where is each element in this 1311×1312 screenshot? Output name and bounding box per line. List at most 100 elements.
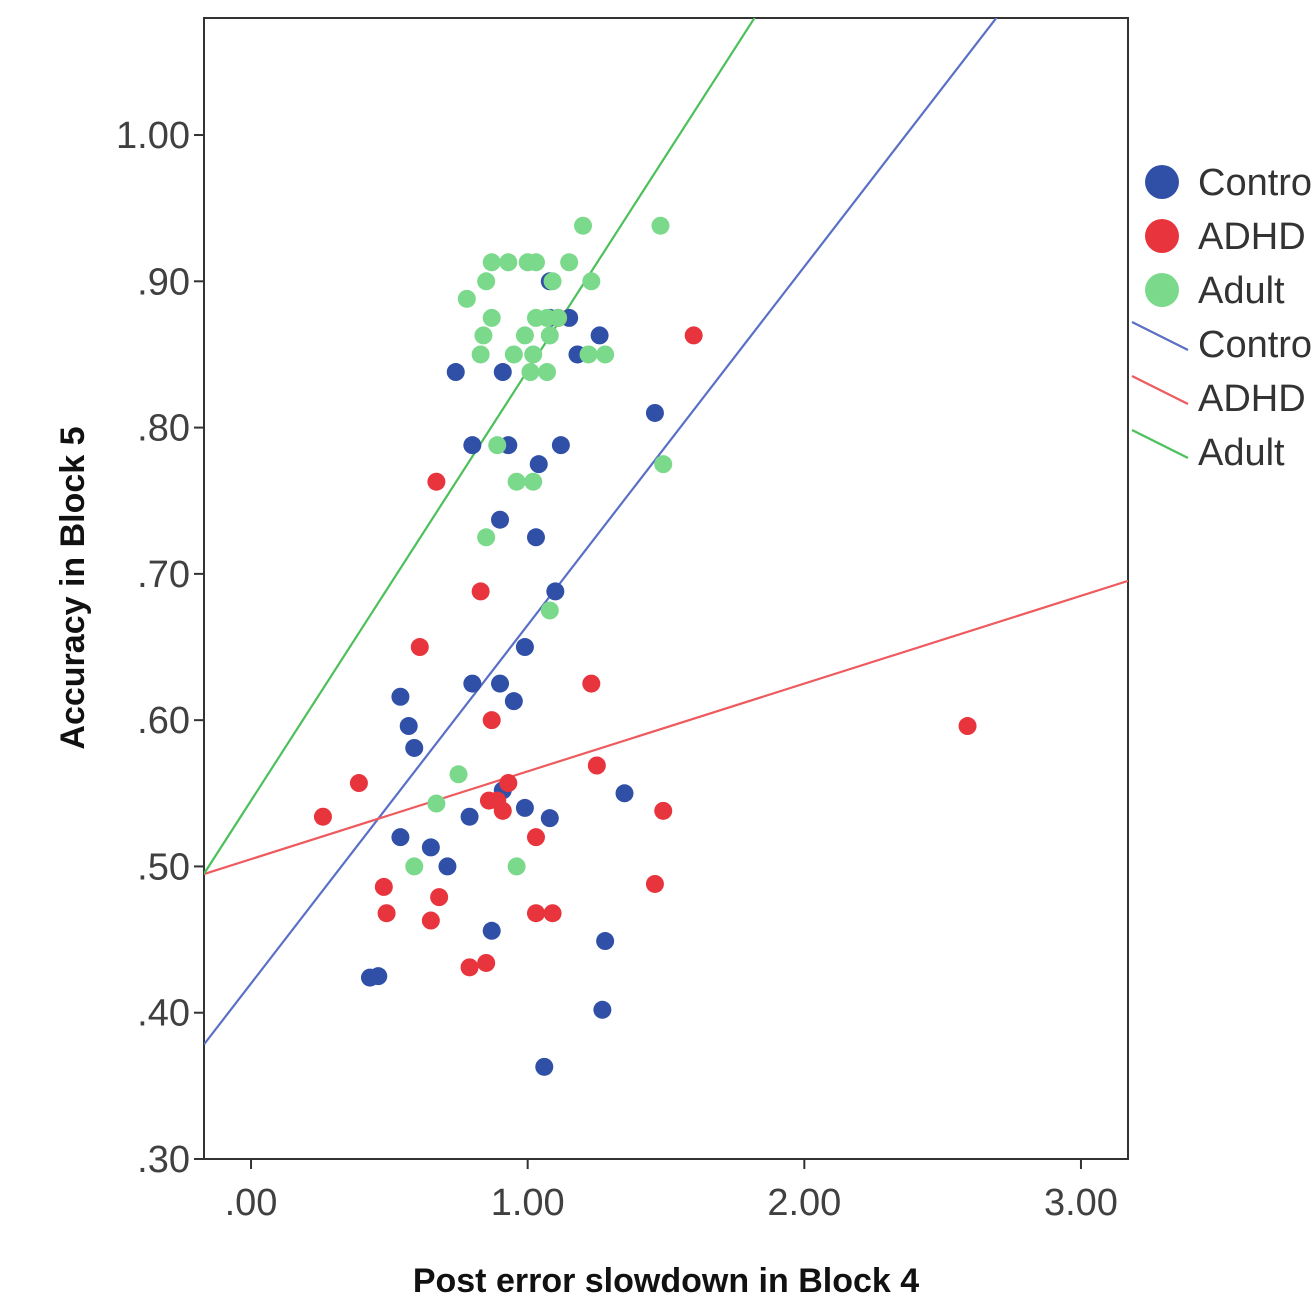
point-adhd	[483, 711, 501, 729]
point-adult	[654, 455, 672, 473]
legend-line-adhd	[1132, 376, 1188, 404]
point-control	[463, 675, 481, 693]
y-tick-label: .40	[137, 993, 190, 1035]
point-adult	[521, 363, 539, 381]
point-control	[527, 528, 545, 546]
point-adult	[472, 345, 490, 363]
legend-line-control	[1132, 322, 1188, 350]
legend-label: Control	[1198, 324, 1311, 366]
point-adhd	[477, 954, 495, 972]
point-adult	[544, 272, 562, 290]
point-adult	[580, 345, 598, 363]
y-tick-label: 1.00	[116, 115, 190, 157]
point-control	[646, 404, 664, 422]
point-adult	[488, 436, 506, 454]
y-tick-label: .80	[137, 408, 190, 450]
point-adult	[450, 765, 468, 783]
point-adhd	[411, 638, 429, 656]
y-tick-label: .60	[137, 700, 190, 742]
point-control	[530, 455, 548, 473]
legend-label: Adult	[1198, 432, 1285, 474]
point-adult	[524, 345, 542, 363]
y-tick-label: .30	[137, 1139, 190, 1181]
point-adhd	[494, 802, 512, 820]
point-adult	[477, 528, 495, 546]
point-adhd	[582, 675, 600, 693]
legend-line-adult	[1132, 430, 1188, 458]
point-adhd	[654, 802, 672, 820]
y-tick-label: .50	[137, 846, 190, 888]
x-tick-label: .00	[225, 1182, 278, 1224]
x-axis-title: Post error slowdown in Block 4	[413, 1262, 919, 1300]
point-adult	[524, 473, 542, 491]
point-control	[541, 809, 559, 827]
point-control	[400, 717, 418, 735]
point-adult	[483, 253, 501, 271]
point-control	[391, 688, 409, 706]
point-control	[447, 363, 465, 381]
point-adult	[474, 326, 492, 344]
point-adult	[538, 363, 556, 381]
point-adult	[596, 345, 614, 363]
point-control	[593, 1001, 611, 1019]
point-adhd	[527, 828, 545, 846]
point-adhd	[427, 473, 445, 491]
point-adhd	[378, 904, 396, 922]
legend-label: ADHD	[1198, 216, 1306, 258]
legend-label: Adult	[1198, 270, 1285, 312]
point-control	[438, 857, 456, 875]
point-adult	[477, 272, 495, 290]
point-adult	[560, 253, 578, 271]
legend-label: Control	[1198, 162, 1311, 204]
point-adhd	[685, 326, 703, 344]
point-adhd	[350, 774, 368, 792]
point-adult	[527, 253, 545, 271]
point-control	[461, 808, 479, 826]
point-adult	[499, 253, 517, 271]
point-control	[491, 675, 509, 693]
point-control	[463, 436, 481, 454]
point-adult	[483, 309, 501, 327]
legend: Control ADHD Adult Control ADHD Adult	[1132, 162, 1311, 474]
point-adult	[508, 473, 526, 491]
point-adult	[582, 272, 600, 290]
point-adhd	[499, 774, 517, 792]
point-adhd	[314, 808, 332, 826]
legend-marker-adhd	[1145, 219, 1179, 253]
point-control	[491, 511, 509, 529]
point-control	[516, 638, 534, 656]
point-control	[591, 326, 609, 344]
point-adult	[574, 217, 592, 235]
point-control	[494, 363, 512, 381]
point-adhd	[646, 875, 664, 893]
x-tick-label: 2.00	[767, 1182, 841, 1224]
point-adhd	[461, 958, 479, 976]
legend-marker-control	[1145, 165, 1179, 199]
point-control	[483, 922, 501, 940]
point-control	[369, 967, 387, 985]
point-control	[391, 828, 409, 846]
point-adhd	[422, 912, 440, 930]
point-control	[505, 692, 523, 710]
point-control	[535, 1058, 553, 1076]
point-adult	[505, 345, 523, 363]
point-control	[516, 799, 534, 817]
point-adhd	[588, 757, 606, 775]
point-adult	[549, 309, 567, 327]
point-adhd	[527, 904, 545, 922]
x-tick-label: 1.00	[491, 1182, 565, 1224]
y-tick-label: .90	[137, 261, 190, 303]
point-adhd	[375, 878, 393, 896]
point-control	[546, 582, 564, 600]
point-adhd	[544, 904, 562, 922]
point-adult	[651, 217, 669, 235]
point-adult	[405, 857, 423, 875]
point-adult	[541, 326, 559, 344]
y-axis-title: Accuracy in Block 5	[54, 426, 92, 749]
point-adult	[427, 795, 445, 813]
point-control	[422, 838, 440, 856]
point-adult	[458, 290, 476, 308]
point-control	[405, 739, 423, 757]
point-control	[552, 436, 570, 454]
